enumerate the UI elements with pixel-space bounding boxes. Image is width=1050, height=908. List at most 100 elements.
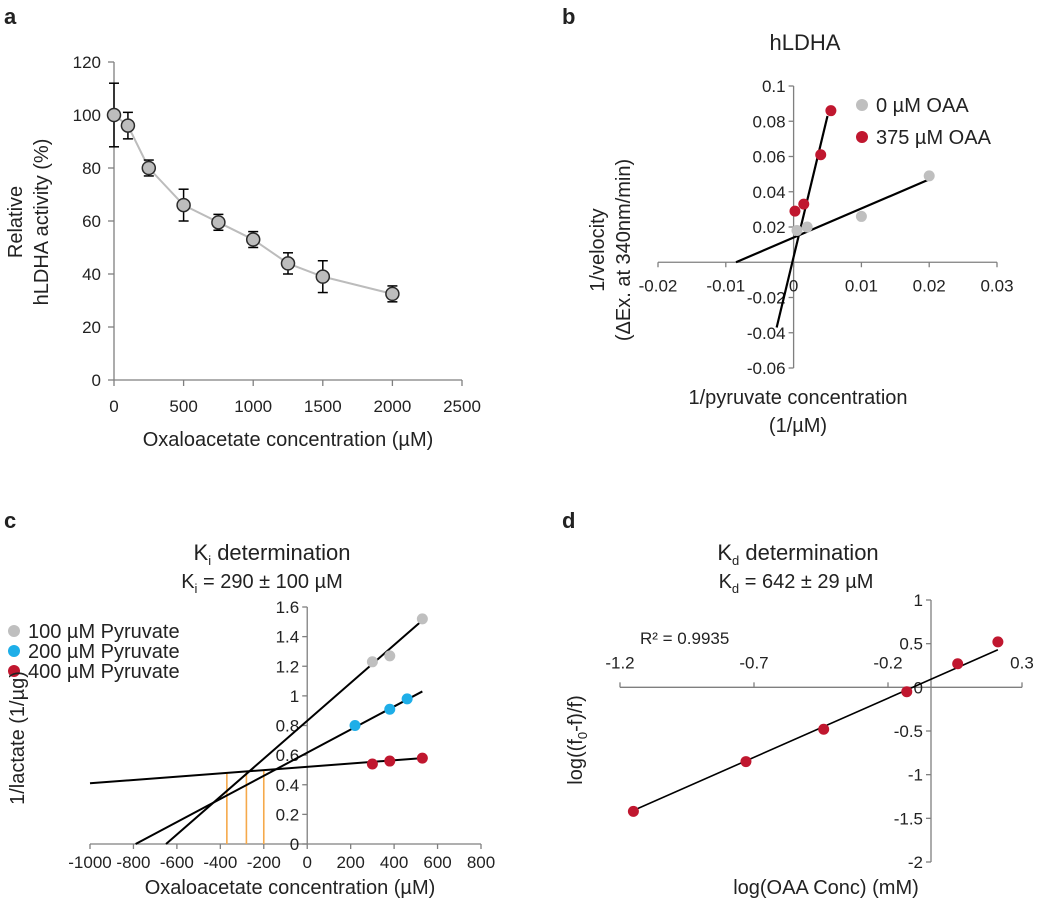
x-tick-label: -1.2 (605, 653, 634, 672)
x-tick-label: -400 (203, 853, 237, 872)
legend-label: 375 µM OAA (876, 127, 992, 149)
x-tick-label: 0.03 (980, 276, 1013, 295)
y-axis-title-line1: Relative (5, 186, 27, 258)
legend-label: 0 µM OAA (876, 95, 969, 117)
panel-letter-c: c (4, 508, 16, 533)
data-point (385, 286, 400, 302)
x-tick-label: 0.02 (913, 276, 946, 295)
y-tick-label: 0 (914, 678, 923, 697)
data-point (825, 105, 837, 117)
data-point (798, 198, 810, 210)
x-tick-label: 0.3 (1010, 653, 1034, 672)
y-tick-label: 60 (82, 212, 101, 231)
x-tick-label: 200 (336, 853, 364, 872)
y-tick-label: 1 (290, 687, 299, 706)
x-axis-title: Oxaloacetate concentration (µM) (145, 877, 436, 899)
data-point (416, 613, 428, 625)
data-point (384, 703, 396, 715)
panel-b-chart: -0.06-0.04-0.020.020.040.060.080.1-0.02-… (587, 30, 1014, 437)
y-tick-label: 0.8 (276, 717, 300, 736)
data-point (245, 232, 261, 247)
y-tick-label: -0.5 (894, 722, 923, 741)
x-tick-label: 500 (169, 397, 197, 416)
data-point (791, 225, 803, 237)
x-tick-label: 2000 (373, 397, 411, 416)
r-squared-annotation: R² = 0.9935 (640, 629, 729, 648)
x-tick-label: 400 (380, 853, 408, 872)
x-tick-label: -0.02 (639, 276, 678, 295)
data-point (992, 636, 1004, 648)
chart-subtitle: Kd = 642 ± 29 µM (719, 571, 874, 596)
x-tick-label: 1500 (304, 397, 342, 416)
y-tick-label: 0.02 (753, 218, 786, 237)
data-point (818, 723, 830, 735)
x-tick-label: -1000 (68, 853, 111, 872)
legend-marker (856, 99, 868, 111)
legend-marker (8, 625, 20, 637)
trendline (165, 619, 424, 845)
y-tick-label: 0 (92, 371, 101, 390)
data-point (106, 107, 122, 123)
y-tick-label: 120 (73, 53, 101, 72)
legend-marker (8, 645, 20, 657)
x-tick-label: 2500 (443, 397, 481, 416)
x-tick-label: -800 (116, 853, 150, 872)
y-tick-label: 0 (290, 835, 299, 854)
data-point (315, 269, 331, 284)
y-tick-label: 0.5 (899, 635, 923, 654)
data-point (366, 758, 378, 770)
y-tick-label: 20 (82, 318, 101, 337)
data-point (349, 720, 361, 731)
y-tick-label: 1.4 (276, 628, 300, 647)
x-tick-label: 1000 (234, 397, 272, 416)
legend-label: 400 µM Pyruvate (28, 661, 180, 683)
data-point (923, 170, 935, 182)
x-tick-label: -600 (160, 853, 194, 872)
fit-curve (113, 114, 393, 295)
chart-subtitle: Ki = 290 ± 100 µM (181, 571, 343, 596)
trendline (89, 757, 423, 785)
x-tick-label: 0 (302, 853, 311, 872)
panel-c-chart: 00.20.40.60.811.21.41.6-1000 -800 -600 -400… (7, 540, 495, 899)
panel-a-chart: 0 20 40 60 80 100 120 0 500 1000 1500 2000 2500 Oxalo… (5, 53, 481, 451)
y-axis-title-line1: 1/velocity (587, 208, 609, 291)
data-point (280, 256, 296, 271)
data-point (366, 656, 378, 668)
y-tick-label: 1 (914, 591, 923, 610)
y-tick-label: 0.04 (753, 183, 786, 202)
y-tick-label: -1 (908, 766, 923, 785)
y-tick-label: 1.6 (276, 598, 300, 617)
y-tick-label: -1.5 (894, 809, 923, 828)
data-point (627, 805, 639, 817)
data-point (901, 686, 913, 698)
y-axis-title-line2: hLDHA activity (%) (31, 139, 53, 306)
y-tick-label: 0.08 (753, 112, 786, 131)
data-point (740, 756, 752, 768)
y-tick-label: 100 (73, 106, 101, 125)
data-point (416, 752, 428, 764)
panel-letter-b: b (562, 4, 575, 29)
panel-letter-d: d (562, 508, 575, 533)
legend-marker (8, 665, 20, 677)
legend-marker (856, 131, 868, 143)
x-tick-label: -200 (247, 853, 281, 872)
y-tick-label: 1.2 (276, 657, 300, 676)
x-tick-label: -0.01 (706, 276, 745, 295)
x-axis-title-line1: 1/pyruvate concentration (688, 387, 907, 409)
data-point (801, 221, 813, 233)
x-tick-label: 0 (789, 276, 798, 295)
y-tick-label: -0.04 (747, 324, 786, 343)
trendline (633, 649, 999, 812)
x-tick-label: -0.2 (873, 653, 902, 672)
data-point (120, 118, 136, 133)
trendline (735, 178, 930, 264)
x-tick-label: 800 (467, 853, 495, 872)
x-axis-title: Oxaloacetate concentration (µM) (143, 429, 434, 451)
chart-title: Kd determination (717, 540, 878, 568)
trendline (135, 690, 423, 845)
data-point (211, 215, 226, 230)
data-point (855, 210, 867, 222)
legend-label: 200 µM Pyruvate (28, 641, 180, 663)
data-point (815, 149, 827, 161)
data-point (789, 205, 801, 217)
